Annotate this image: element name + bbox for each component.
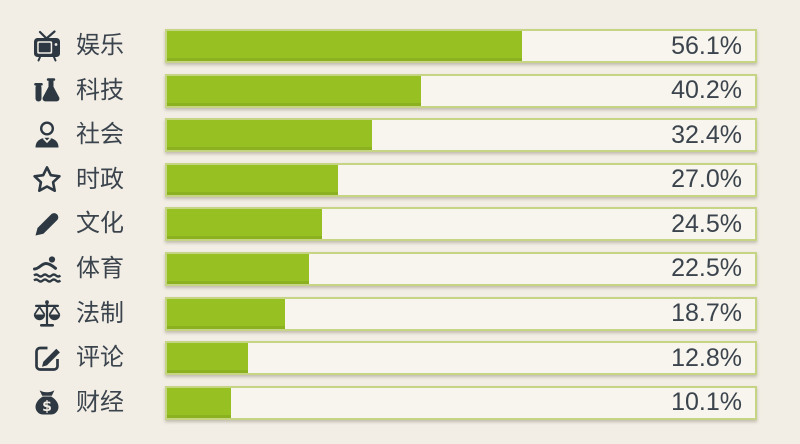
category-label: 评论 [76,344,124,372]
person-icon [30,118,64,152]
pencil-icon [30,207,64,241]
bar-track: 12.8% [165,341,757,376]
value-label: 56.1% [671,31,742,60]
bar-fill [167,253,310,284]
chart-row: 时政 27.0% [30,162,757,197]
bar-fill [167,343,248,374]
bar-fill [167,387,231,418]
value-label: 40.2% [671,76,742,105]
svg-text:$: $ [42,399,52,415]
bar-track: 22.5% [165,251,757,286]
star-icon [30,163,64,197]
bar-track: 18.7% [165,296,757,331]
chart-row: 娱乐 56.1% [30,29,757,63]
category-label: 财经 [76,388,124,416]
chart-row: 体育 22.5% [30,251,757,286]
category-label: 社会 [76,121,124,149]
value-label: 24.5% [671,209,742,238]
category-label: 时政 [76,165,124,193]
value-label: 12.8% [671,343,742,372]
bar-track: 27.0% [165,162,757,197]
category-label: 法制 [76,299,124,327]
bar-fill [167,75,422,106]
edit-square-icon [30,341,64,375]
chart-row: 社会 32.4% [30,118,757,153]
value-label: 18.7% [671,299,742,328]
value-label: 22.5% [671,254,742,283]
chart-row: 文化 24.5% [30,207,757,242]
bar-track: 10.1% [165,385,757,420]
value-label: 32.4% [671,120,742,149]
category-label: 娱乐 [76,32,124,59]
scales-icon [30,297,64,331]
category-label: 科技 [76,76,124,104]
bar-track: 24.5% [165,207,757,242]
chart-row: 评论 12.8% [30,341,757,376]
bar-fill [167,164,338,195]
bar-fill [167,31,522,61]
chart-row: 法制 18.7% [30,296,757,331]
category-label: 文化 [76,210,124,238]
bar-track: 40.2% [165,73,757,108]
bar-track: 32.4% [165,118,757,153]
tv-icon [30,29,64,63]
bar-fill [167,209,322,240]
chart-row: $ 财经 10.1% [30,385,757,420]
money-bag-icon: $ [30,386,64,420]
bar-fill [167,298,286,329]
value-label: 27.0% [671,165,742,194]
value-label: 10.1% [671,388,742,417]
swimmer-icon [30,252,64,286]
flask-icon [30,74,64,108]
category-label: 体育 [76,254,124,282]
chart-row: 科技 40.2% [30,73,757,108]
bar-fill [167,120,372,151]
bar-track: 56.1% [165,29,757,63]
